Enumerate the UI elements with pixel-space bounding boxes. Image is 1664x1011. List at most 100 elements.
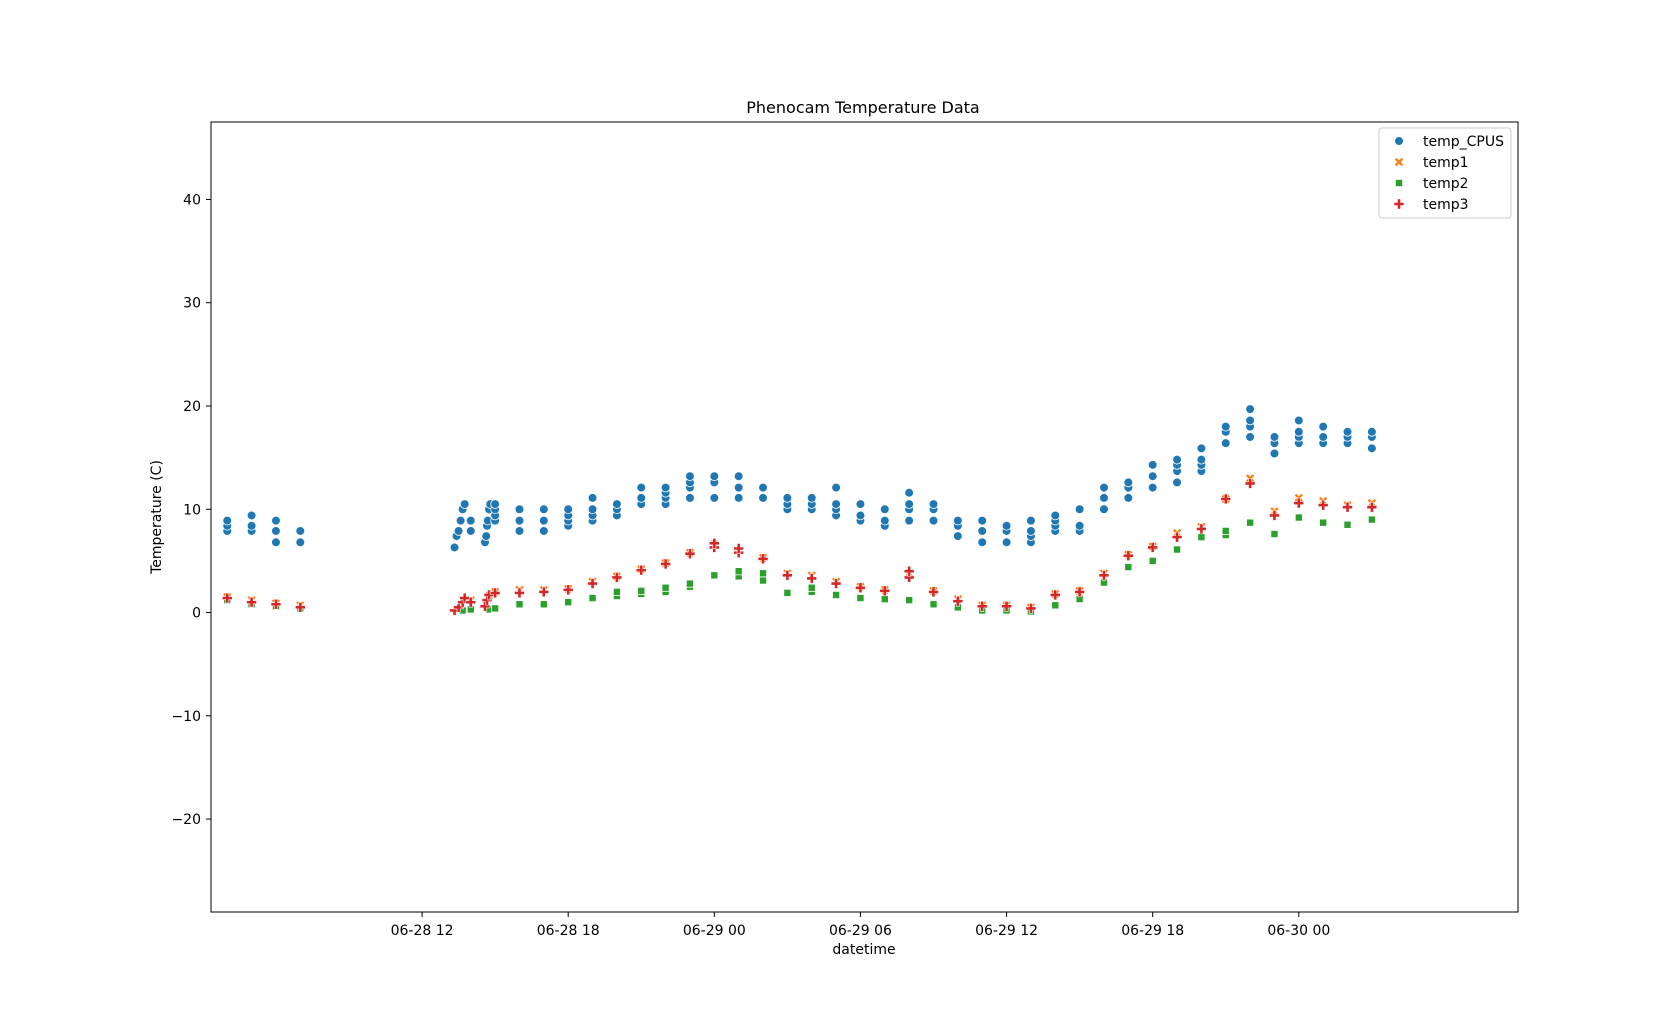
point-temp2 bbox=[612, 587, 621, 596]
point-temp2 bbox=[807, 583, 816, 592]
point-temp3 bbox=[1147, 542, 1158, 553]
legend-marker bbox=[1393, 156, 1405, 168]
point-temp_CPUS bbox=[953, 531, 963, 541]
point-temp2 bbox=[588, 594, 597, 603]
point-temp_CPUS bbox=[977, 515, 988, 526]
y-tick-label: 30 bbox=[183, 296, 201, 312]
point-temp3 bbox=[976, 601, 988, 612]
point-temp3 bbox=[757, 553, 769, 565]
point-temp3 bbox=[489, 587, 501, 599]
point-temp3 bbox=[1269, 510, 1280, 521]
point-temp2 bbox=[905, 596, 914, 605]
x-tick-label: 06-28 12 bbox=[391, 923, 454, 939]
point-temp_CPUS bbox=[855, 510, 866, 521]
point-temp2 bbox=[539, 600, 548, 609]
legend-label: temp3 bbox=[1423, 197, 1469, 213]
x-tick-label: 06-28 18 bbox=[537, 923, 600, 939]
point-temp_CPUS bbox=[587, 493, 598, 503]
point-temp_CPUS bbox=[514, 526, 525, 536]
point-temp_CPUS bbox=[1318, 432, 1328, 442]
point-temp_CPUS bbox=[831, 499, 841, 509]
point-temp2 bbox=[856, 594, 865, 603]
point-temp_CPUS bbox=[1074, 520, 1085, 531]
point-temp_CPUS bbox=[953, 515, 963, 526]
point-temp_CPUS bbox=[514, 515, 525, 526]
point-temp_CPUS bbox=[1269, 448, 1280, 459]
point-temp_CPUS bbox=[246, 510, 257, 521]
point-temp_CPUS bbox=[806, 493, 817, 503]
point-temp3 bbox=[1317, 499, 1329, 511]
point-temp_CPUS bbox=[1123, 493, 1134, 503]
point-temp_CPUS bbox=[1367, 427, 1377, 437]
point-temp3 bbox=[855, 582, 866, 594]
point-temp_CPUS bbox=[465, 515, 476, 526]
y-tick-label: 20 bbox=[183, 399, 201, 415]
point-temp_CPUS bbox=[733, 482, 744, 493]
point-temp_CPUS bbox=[1245, 415, 1255, 426]
point-temp2 bbox=[1124, 563, 1133, 572]
point-temp_CPUS bbox=[1074, 504, 1085, 515]
point-temp3 bbox=[733, 543, 744, 554]
point-temp2 bbox=[637, 586, 646, 595]
y-axis: −20 −10 0 10 20 30 40 bbox=[171, 192, 211, 828]
point-temp_CPUS bbox=[879, 504, 890, 515]
point-temp_CPUS bbox=[587, 504, 598, 515]
legend-marker bbox=[1395, 178, 1404, 187]
point-temp2 bbox=[734, 567, 743, 576]
point-temp_CPUS bbox=[1001, 520, 1012, 531]
point-temp3 bbox=[1049, 589, 1061, 601]
point-temp_CPUS bbox=[1001, 537, 1012, 548]
point-temp3 bbox=[782, 570, 793, 581]
point-temp_CPUS bbox=[782, 493, 793, 503]
point-temp_CPUS bbox=[514, 504, 525, 515]
point-temp_CPUS bbox=[271, 526, 281, 536]
plot-area bbox=[221, 404, 1378, 616]
point-temp3 bbox=[562, 584, 574, 596]
point-temp3 bbox=[538, 586, 550, 598]
point-temp2 bbox=[661, 583, 670, 592]
legend-label: temp_CPUS bbox=[1423, 134, 1504, 150]
point-temp3 bbox=[952, 595, 964, 607]
point-temp3 bbox=[1366, 501, 1378, 513]
point-temp3 bbox=[465, 596, 477, 608]
x-axis: 06-28 12 06-28 18 06-29 00 06-29 06 06-29 12… bbox=[391, 912, 1330, 939]
point-temp3 bbox=[270, 598, 282, 610]
point-temp_CPUS bbox=[1318, 421, 1328, 432]
point-temp2 bbox=[1197, 533, 1206, 542]
point-temp_CPUS bbox=[1147, 482, 1158, 493]
x-axis-label: datetime bbox=[832, 942, 895, 958]
legend-item-temp_CPUS: temp_CPUS bbox=[1394, 134, 1504, 150]
point-temp3 bbox=[1123, 550, 1134, 562]
point-temp2 bbox=[783, 588, 792, 597]
point-temp_CPUS bbox=[612, 499, 622, 509]
point-temp2 bbox=[759, 576, 768, 585]
point-temp3 bbox=[1220, 493, 1232, 505]
point-temp_CPUS bbox=[904, 515, 914, 526]
point-temp_CPUS bbox=[904, 499, 914, 509]
point-temp2 bbox=[710, 571, 719, 580]
point-temp_CPUS bbox=[1245, 404, 1255, 414]
point-temp3 bbox=[1293, 497, 1305, 509]
point-temp2 bbox=[1148, 556, 1157, 565]
point-temp3 bbox=[1074, 586, 1085, 598]
point-temp_CPUS bbox=[1172, 477, 1182, 488]
x-tick-label: 06-29 18 bbox=[1121, 923, 1184, 939]
y-tick-label: 0 bbox=[192, 606, 201, 622]
point-temp_CPUS bbox=[539, 515, 549, 526]
point-temp_CPUS bbox=[831, 482, 841, 493]
point-temp3 bbox=[294, 602, 306, 613]
point-temp3 bbox=[903, 565, 915, 577]
point-temp_CPUS bbox=[636, 482, 647, 493]
point-temp_CPUS bbox=[1294, 415, 1304, 426]
legend-marker bbox=[1394, 136, 1404, 146]
point-temp2 bbox=[1051, 601, 1060, 610]
point-temp_CPUS bbox=[295, 526, 306, 536]
point-temp_CPUS bbox=[465, 526, 476, 536]
point-temp_CPUS bbox=[271, 515, 281, 526]
point-temp_CPUS bbox=[1099, 493, 1109, 503]
point-temp_CPUS bbox=[758, 493, 768, 503]
point-temp_CPUS bbox=[459, 499, 470, 509]
legend: temp_CPUS temp1 temp2 temp3 bbox=[1378, 127, 1512, 219]
y-tick-label: −10 bbox=[171, 709, 201, 725]
